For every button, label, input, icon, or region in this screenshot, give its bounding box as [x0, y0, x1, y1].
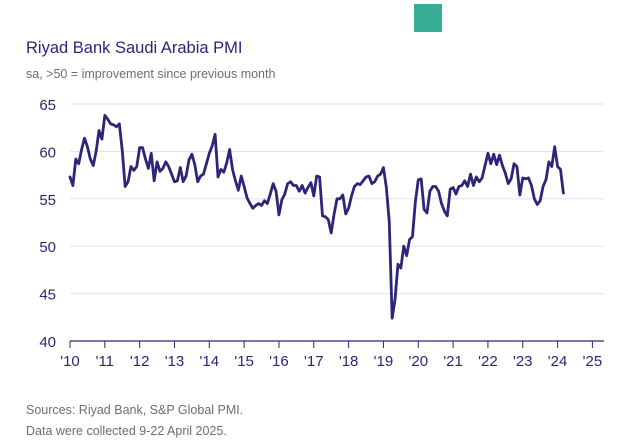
y-tick-label: 55: [39, 192, 56, 209]
x-tick-label: '10: [60, 353, 80, 370]
y-tick-label: 50: [39, 239, 56, 256]
y-tick-label: 65: [39, 97, 56, 114]
x-tick-label: '15: [234, 353, 254, 370]
x-tick-label: '16: [269, 353, 289, 370]
x-tick-label: '19: [374, 353, 394, 370]
x-axis: '10 '11 '12 '13 '14 '15 '16 '17 '18 '19 '20 '21 '22 '…: [60, 340, 604, 370]
x-tick-label: '24: [548, 353, 568, 370]
x-tick-label: '20: [408, 353, 428, 370]
x-tick-label: '21: [443, 353, 463, 370]
pmi-line-chart: 40 45 50 55 60 65 '10 '11 '12 '13 '14 '15 '16 '17 '18…: [39, 97, 604, 370]
y-tick-label: 45: [39, 287, 56, 304]
x-tick-label: '14: [200, 353, 220, 370]
series-line-pmi: [68, 113, 565, 320]
brand-logo-square: [414, 4, 442, 32]
chart-subtitle: sa, >50 = improvement since previous mon…: [26, 67, 276, 81]
x-tick-label: '17: [304, 353, 324, 370]
chart-title: Riyad Bank Saudi Arabia PMI: [26, 39, 243, 57]
x-tick-label: '25: [583, 353, 603, 370]
x-tick-label: '18: [339, 353, 359, 370]
y-tick-label: 60: [39, 144, 56, 161]
x-tick-label: '13: [165, 353, 185, 370]
x-tick-label: '22: [478, 353, 498, 370]
x-tick-label: '23: [513, 353, 533, 370]
y-axis-tick-labels: 40 45 50 55 60 65: [39, 97, 56, 351]
series-layer: [68, 113, 565, 320]
collection-note: Data were collected 9-22 April 2025.: [26, 424, 227, 438]
x-tick-label: '11: [96, 353, 114, 370]
x-tick-label: '12: [130, 353, 150, 370]
sources-note: Sources: Riyad Bank, S&P Global PMI.: [26, 403, 244, 417]
y-tick-label: 40: [39, 334, 56, 351]
